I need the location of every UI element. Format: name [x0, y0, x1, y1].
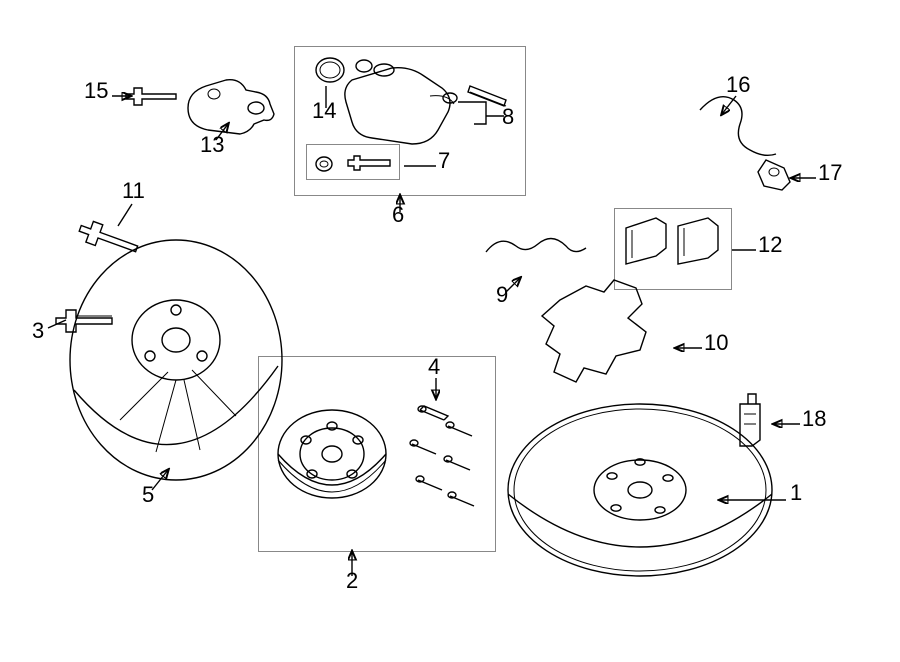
callout-3: 3 [32, 318, 44, 344]
part-rotor-disc [508, 404, 772, 576]
callout-2: 2 [346, 568, 358, 594]
box-brake-pads [614, 208, 732, 290]
part-shield-bolt [56, 310, 112, 332]
callout-16: 16 [726, 72, 750, 98]
part-splash-shield [70, 240, 282, 480]
diagram-stage: 1 2 3 4 5 6 7 8 9 10 11 12 13 14 15 16 1… [0, 0, 900, 662]
part-caliper-bracket [542, 280, 646, 382]
callout-18: 18 [802, 406, 826, 432]
callout-6: 6 [392, 202, 404, 228]
callout-4: 4 [428, 354, 440, 380]
box-pin-bolt [306, 144, 400, 180]
part-pad-spring [486, 238, 586, 252]
part-actuator [188, 80, 274, 134]
callout-11: 11 [122, 178, 145, 204]
callout-13: 13 [200, 132, 224, 158]
box-hub-wheelstud [258, 356, 496, 552]
callout-8: 8 [502, 104, 514, 130]
callout-14: 14 [312, 98, 336, 124]
part-hub-bolt [76, 218, 140, 259]
part-abs-sensor [700, 97, 790, 190]
part-actuator-bolt [126, 88, 176, 105]
callout-12: 12 [758, 232, 782, 258]
callout-17: 17 [818, 160, 842, 186]
callout-10: 10 [704, 330, 728, 356]
callout-1: 1 [790, 480, 802, 506]
callout-9: 9 [496, 282, 508, 308]
callout-5: 5 [142, 482, 154, 508]
callout-15: 15 [84, 78, 108, 104]
callout-7: 7 [438, 148, 450, 174]
part-clip [740, 394, 760, 446]
